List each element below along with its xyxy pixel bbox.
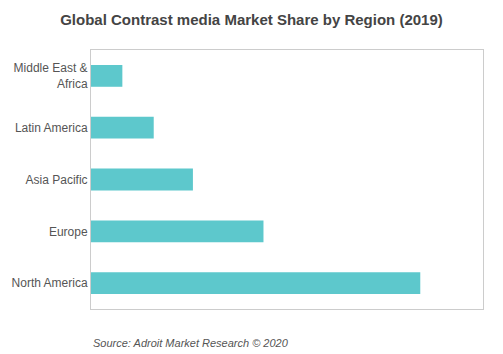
svg-text:Source: Adroit Market Research: Source: Adroit Market Research © 2020 bbox=[93, 337, 289, 349]
svg-text:Asia Pacific: Asia Pacific bbox=[26, 173, 88, 187]
svg-text:Europe: Europe bbox=[49, 225, 88, 239]
svg-text:Middle East & Africa: Middle East & Africa bbox=[14, 61, 88, 91]
svg-text:Latin America: Latin America bbox=[15, 121, 88, 135]
svg-text:North America: North America bbox=[12, 276, 88, 290]
svg-text:Global Contrast media Market S: Global Contrast media Market Share by Re… bbox=[60, 11, 443, 28]
